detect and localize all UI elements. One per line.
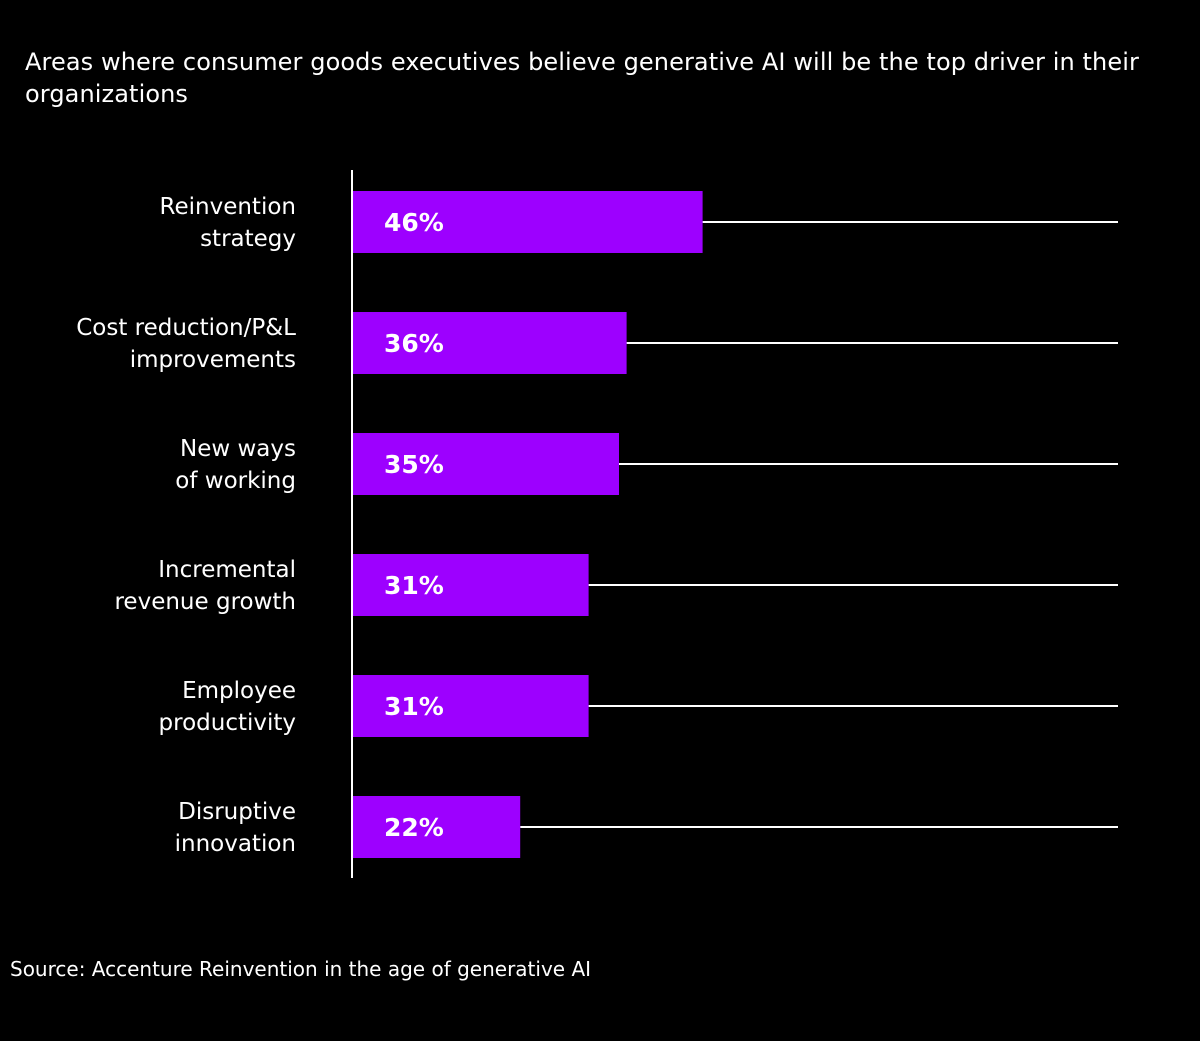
bar: [353, 554, 589, 616]
category-label: revenue growth: [114, 589, 296, 615]
category-label: productivity: [159, 710, 296, 736]
category-label: Employee: [182, 678, 296, 704]
bar: [353, 675, 589, 737]
category-label: innovation: [175, 831, 296, 857]
bar-value-label: 46%: [384, 208, 444, 237]
bar-value-label: 31%: [384, 571, 444, 600]
source-note: Source: Accenture Reinvention in the age…: [10, 957, 592, 981]
category-label: strategy: [200, 226, 296, 252]
bar: [353, 433, 619, 495]
category-label: New ways: [180, 436, 296, 462]
bar: [353, 191, 703, 253]
chart-title: Areas where consumer goods executives be…: [25, 48, 1139, 108]
category-label: Incremental: [158, 557, 296, 583]
bar: [353, 312, 627, 374]
bar-value-label: 22%: [384, 813, 444, 842]
bar-value-label: 36%: [384, 329, 444, 358]
category-label: Reinvention: [160, 194, 296, 220]
category-label: Disruptive: [178, 799, 296, 825]
category-label: improvements: [130, 347, 296, 373]
bar-value-label: 31%: [384, 692, 444, 721]
category-label: of working: [175, 468, 296, 494]
bar: [353, 796, 521, 858]
bar-value-label: 35%: [384, 450, 444, 479]
category-label: Cost reduction/P&L: [76, 315, 296, 341]
